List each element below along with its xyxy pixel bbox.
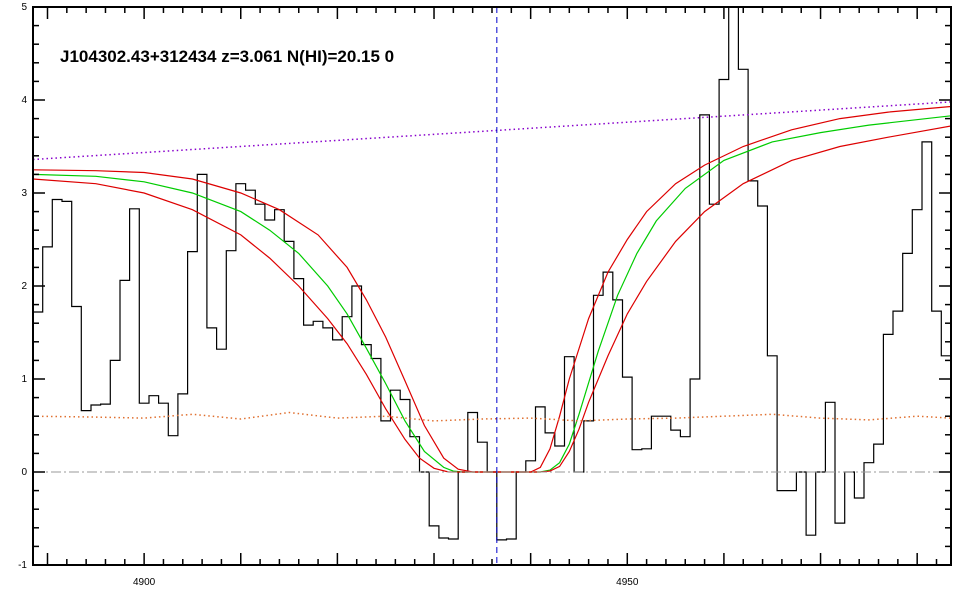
x-tick-label: 4950 bbox=[616, 577, 639, 588]
series-line-0 bbox=[33, 7, 951, 541]
x-tick-label: 4900 bbox=[133, 577, 156, 588]
y-tick-label: 3 bbox=[21, 188, 27, 199]
y-tick-label: 0 bbox=[21, 467, 27, 478]
frame-layer bbox=[32, 6, 952, 566]
series-group bbox=[33, 7, 951, 565]
series-layer bbox=[33, 7, 951, 565]
series-line-5 bbox=[33, 411, 951, 422]
y-tick-label: -1 bbox=[18, 560, 27, 571]
chart-title: J104302.43+312434 z=3.061 N(HI)=20.15 0 bbox=[60, 47, 394, 66]
series-line-3 bbox=[33, 125, 951, 473]
series-line-2 bbox=[33, 105, 951, 473]
y-tick-label: 2 bbox=[21, 281, 27, 292]
series-line-4 bbox=[33, 101, 951, 161]
y-tick-label: 5 bbox=[21, 2, 27, 13]
axes-layer: -1 0 1 2 3 4 5 4900 4950 bbox=[18, 2, 639, 588]
y-tick-label: 4 bbox=[21, 95, 27, 106]
plot-frame bbox=[32, 6, 952, 566]
y-tick-label: 1 bbox=[21, 374, 27, 385]
